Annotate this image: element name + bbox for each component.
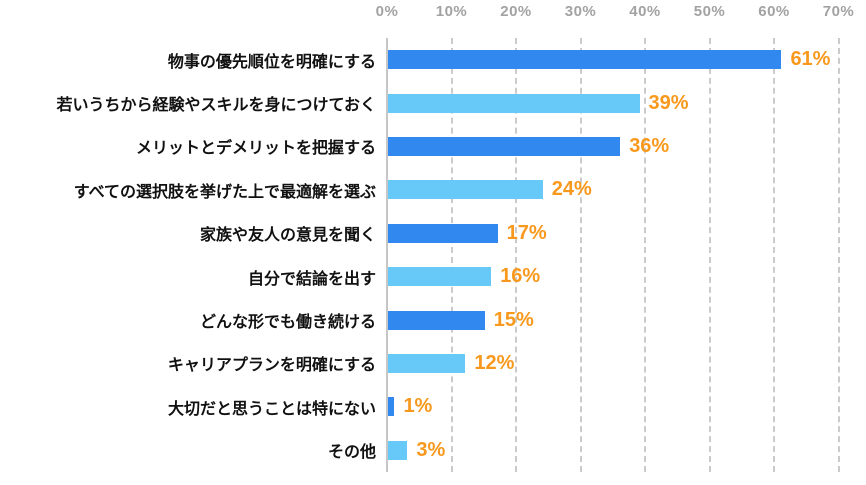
- bar: [388, 397, 395, 417]
- category-label: 物事の優先順位を明確にする: [167, 53, 376, 71]
- category-label: キャリアプランを明確にする: [167, 357, 376, 375]
- x-tick-label: 0%: [375, 3, 399, 20]
- gridline: [708, 38, 711, 472]
- bar: [388, 354, 466, 373]
- category-label: 若いうちから経験やスキルを身につけておく: [56, 97, 376, 115]
- value-label: 1%: [403, 395, 433, 418]
- value-label: 39%: [648, 91, 689, 114]
- category-label: その他: [327, 444, 376, 462]
- value-label: 3%: [416, 438, 446, 461]
- x-tick-label: 10%: [435, 3, 468, 20]
- bar: [388, 50, 782, 70]
- bar: [388, 137, 621, 156]
- bar: [388, 310, 485, 330]
- category-label: どんな形でも働き続ける: [199, 314, 376, 332]
- x-tick-label: 50%: [693, 3, 726, 20]
- category-label: メリットとデメリットを把握する: [135, 140, 376, 158]
- category-label: 大切だと思うことは特にない: [167, 400, 376, 418]
- gridline: [773, 38, 775, 472]
- category-label: 自分で結論を出す: [247, 270, 376, 288]
- x-tick-label: 70%: [822, 3, 855, 20]
- y-axis-line: [386, 38, 388, 472]
- value-label: 61%: [790, 48, 831, 71]
- gridline: [837, 38, 840, 472]
- gridline: [644, 38, 646, 472]
- category-label: 家族や友人の意見を聞く: [199, 227, 376, 245]
- x-tick-label: 60%: [758, 3, 790, 20]
- x-tick-label: 40%: [629, 3, 661, 20]
- gridline: [579, 38, 582, 472]
- value-label: 17%: [506, 221, 547, 244]
- bar: [388, 180, 543, 200]
- value-label: 24%: [551, 178, 592, 201]
- bar: [388, 440, 408, 460]
- category-label: すべての選択肢を挙げた上で最適解を選ぶ: [73, 183, 376, 201]
- bar: [388, 223, 498, 243]
- value-label: 12%: [474, 351, 515, 374]
- gridline: [515, 38, 517, 472]
- value-label: 15%: [493, 308, 534, 331]
- x-tick-label: 20%: [500, 3, 532, 20]
- value-label: 16%: [500, 265, 541, 288]
- gridline: [450, 38, 453, 472]
- bar: [388, 267, 492, 287]
- value-label: 36%: [629, 134, 670, 157]
- x-tick-label: 30%: [564, 3, 597, 20]
- bar: [388, 93, 640, 113]
